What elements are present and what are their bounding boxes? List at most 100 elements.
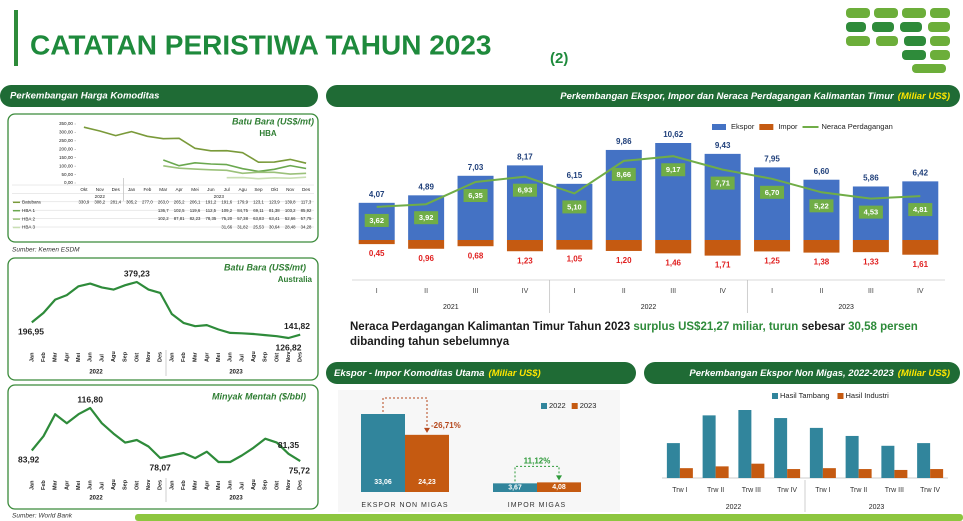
data-label: 9,43 xyxy=(715,141,731,150)
x-tick-label: Nov xyxy=(146,479,152,490)
table-cell: 191,2 xyxy=(205,199,216,204)
table-cell: 263,0 xyxy=(158,199,169,204)
data-label: 4,53 xyxy=(864,208,879,217)
data-label: 4,81 xyxy=(913,205,928,214)
unit-label: (Miliar US$) xyxy=(488,368,540,379)
section-title: Perkembangan Harga Komoditas xyxy=(10,91,159,102)
x-tick-label: Okt xyxy=(274,481,280,490)
section-pill xyxy=(0,85,318,107)
x-tick-label: Des xyxy=(158,480,164,490)
x-tick-label: Jan xyxy=(29,480,35,490)
bar xyxy=(738,410,752,478)
x-tick-label: Agu xyxy=(251,351,257,362)
x-tick-label: Apr xyxy=(64,480,70,490)
bar xyxy=(774,418,788,478)
data-label: 6,35 xyxy=(468,191,483,200)
table-cell: 265,2 xyxy=(174,199,185,204)
x-tick-label: Des xyxy=(158,352,164,362)
table-cell: 119,6 xyxy=(190,208,201,213)
x-tick-label: Des xyxy=(112,187,121,192)
table-cell: 102,2 xyxy=(158,216,169,221)
data-label: 1,71 xyxy=(715,261,731,270)
arrow-head xyxy=(424,427,430,433)
table-cell: 277,0 xyxy=(142,199,153,204)
group-label: 2023 xyxy=(229,496,243,502)
data-label: 78,07 xyxy=(150,462,172,472)
table-cell: 78,35 xyxy=(205,216,216,221)
x-tick-label: Mei xyxy=(76,352,82,362)
x-tick-label: Feb xyxy=(41,480,47,490)
series-name: Batubara xyxy=(22,200,41,205)
label-box xyxy=(908,203,933,217)
change-arrow xyxy=(382,397,428,430)
data-label: 81,35 xyxy=(278,440,300,450)
label-box xyxy=(611,167,636,181)
legend-label: Hasil Tambang xyxy=(780,391,829,400)
x-tick-label: Apr xyxy=(204,352,210,362)
bar xyxy=(715,466,729,478)
series-name: HBA 1 xyxy=(22,208,35,213)
bar xyxy=(605,149,642,240)
x-tick-label: Trw II xyxy=(707,487,724,494)
bar xyxy=(917,443,931,478)
table-cell: 109,2 xyxy=(221,208,232,213)
x-tick-label: Sep xyxy=(263,351,269,362)
x-tick-label: Des xyxy=(298,352,304,362)
data-label: 6,93 xyxy=(518,186,533,195)
x-tick-label: Jul xyxy=(99,482,105,490)
data-label: 5,86 xyxy=(863,174,879,183)
x-tick-label: III xyxy=(670,288,676,295)
legend-label: 2022 xyxy=(549,401,566,410)
x-tick-label: Sep xyxy=(123,479,129,490)
footer-bar xyxy=(135,514,963,521)
chart-title: Minyak Mentah ($/bbl) xyxy=(212,391,306,401)
bar xyxy=(754,240,791,252)
source: Sumber: Kemen ESDM xyxy=(12,247,80,254)
x-tick-label: III xyxy=(473,288,479,295)
x-tick-label: Mei xyxy=(216,352,222,362)
x-tick-label: Sep xyxy=(123,351,129,362)
label-box xyxy=(858,205,883,219)
chart-subtitle: Australia xyxy=(278,275,313,284)
line xyxy=(163,165,307,175)
x-tick-label: Jan xyxy=(169,352,175,362)
data-label: 4,08 xyxy=(552,484,566,491)
x-tick-label: Mei xyxy=(191,187,198,192)
table-cell: 28,48 xyxy=(285,225,296,230)
table-cell: 102,5 xyxy=(174,208,185,213)
table-cell: 330,9 xyxy=(79,199,90,204)
x-tick-label: Nov xyxy=(286,187,295,192)
x-tick-label: Trw III xyxy=(885,487,904,494)
x-tick-label: Trw I xyxy=(815,487,830,494)
x-tick-label: Nov xyxy=(286,479,292,490)
change-label: 11,12% xyxy=(524,456,551,465)
x-tick-label: Jul xyxy=(239,482,245,490)
section-title: Perkembangan Ekspor, Impor dan Neraca Pe… xyxy=(560,91,950,102)
y-tick-label: 100,00 xyxy=(59,163,73,168)
bar xyxy=(666,443,680,478)
table-cell: 57,38 xyxy=(237,216,248,221)
logo xyxy=(846,8,950,73)
x-tick-label: Okt xyxy=(274,353,280,362)
y-tick-label: 250,00 xyxy=(59,138,73,143)
x-tick-label: Agu xyxy=(111,351,117,362)
x-tick-label: Nov xyxy=(96,187,105,192)
table-cell: 206,1 xyxy=(190,199,201,204)
data-label: 24,23 xyxy=(418,479,436,486)
table-cell: 25,53 xyxy=(253,225,264,230)
x-tick-label: Apr xyxy=(176,187,184,192)
bar xyxy=(787,469,801,478)
data-label: 7,71 xyxy=(715,179,730,188)
x-tick-label: Trw IV xyxy=(920,487,940,494)
table-cell: 112,5 xyxy=(206,208,217,213)
section-title: Perkembangan Ekspor Non Migas, 2022-2023… xyxy=(689,368,950,379)
legend-swatch xyxy=(772,393,778,399)
data-label: 1,33 xyxy=(863,257,879,266)
x-tick-label: II xyxy=(424,288,428,295)
summary-text: 30,58 persen xyxy=(848,321,918,333)
label-box xyxy=(710,176,735,190)
section-pill xyxy=(326,362,636,384)
label-box xyxy=(760,185,785,199)
